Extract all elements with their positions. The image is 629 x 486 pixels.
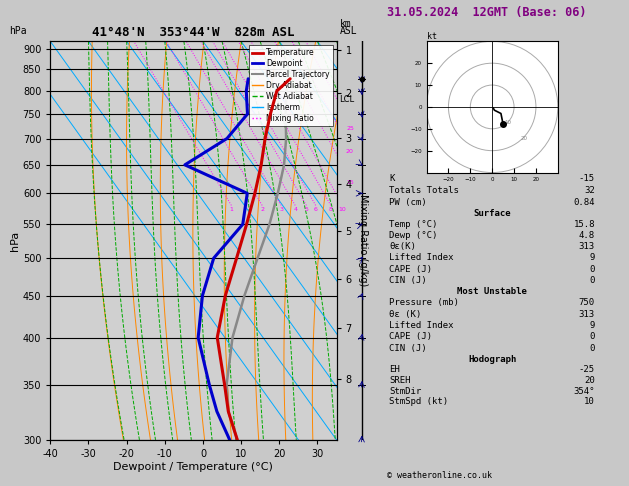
Text: hPa: hPa bbox=[9, 26, 27, 36]
Text: 25: 25 bbox=[346, 126, 354, 131]
Text: 1: 1 bbox=[230, 208, 233, 212]
Text: θε (K): θε (K) bbox=[389, 310, 421, 319]
Text: 15: 15 bbox=[346, 180, 354, 185]
Text: θε(K): θε(K) bbox=[389, 243, 416, 251]
Text: Temp (°C): Temp (°C) bbox=[389, 220, 438, 229]
Text: Dewp (°C): Dewp (°C) bbox=[389, 231, 438, 240]
Text: StmDir: StmDir bbox=[389, 387, 421, 396]
Text: 6: 6 bbox=[314, 208, 318, 212]
Text: 5: 5 bbox=[304, 208, 308, 212]
Y-axis label: Mixing Ratio (g/kg): Mixing Ratio (g/kg) bbox=[359, 194, 369, 287]
Title: 41°48'N  353°44'W  828m ASL: 41°48'N 353°44'W 828m ASL bbox=[92, 26, 294, 39]
Text: Pressure (mb): Pressure (mb) bbox=[389, 298, 459, 307]
Text: 0.84: 0.84 bbox=[574, 198, 595, 207]
Text: 0: 0 bbox=[589, 264, 595, 274]
Text: CIN (J): CIN (J) bbox=[389, 344, 427, 353]
Text: 20: 20 bbox=[584, 376, 595, 385]
Text: Lifted Index: Lifted Index bbox=[389, 254, 454, 262]
Text: kt: kt bbox=[426, 32, 437, 41]
Text: CIN (J): CIN (J) bbox=[389, 276, 427, 285]
Text: CAPE (J): CAPE (J) bbox=[389, 332, 433, 341]
Text: -25: -25 bbox=[579, 365, 595, 374]
Text: 750: 750 bbox=[579, 298, 595, 307]
Text: 8: 8 bbox=[329, 208, 333, 212]
Text: 15.8: 15.8 bbox=[574, 220, 595, 229]
Text: 20: 20 bbox=[345, 149, 353, 154]
Text: Most Unstable: Most Unstable bbox=[457, 287, 527, 296]
Text: 31.05.2024  12GMT (Base: 06): 31.05.2024 12GMT (Base: 06) bbox=[387, 6, 586, 19]
Text: 9: 9 bbox=[589, 321, 595, 330]
Text: 0: 0 bbox=[589, 276, 595, 285]
Text: 20: 20 bbox=[520, 136, 527, 141]
Text: SREH: SREH bbox=[389, 376, 411, 385]
Text: 313: 313 bbox=[579, 310, 595, 319]
Text: 0: 0 bbox=[589, 344, 595, 353]
Text: 4.8: 4.8 bbox=[579, 231, 595, 240]
Text: km: km bbox=[340, 19, 352, 29]
Text: 10: 10 bbox=[339, 208, 347, 212]
X-axis label: Dewpoint / Temperature (°C): Dewpoint / Temperature (°C) bbox=[113, 462, 274, 471]
Text: 313: 313 bbox=[579, 243, 595, 251]
Text: 2: 2 bbox=[260, 208, 264, 212]
Text: 9: 9 bbox=[589, 254, 595, 262]
Y-axis label: hPa: hPa bbox=[10, 230, 20, 251]
Text: Totals Totals: Totals Totals bbox=[389, 186, 459, 195]
Text: 354°: 354° bbox=[574, 387, 595, 396]
Text: ASL: ASL bbox=[340, 26, 357, 36]
Text: 10: 10 bbox=[584, 398, 595, 406]
Text: 32: 32 bbox=[584, 186, 595, 195]
Text: K: K bbox=[389, 174, 395, 183]
Text: 10: 10 bbox=[504, 120, 511, 125]
Text: LCL: LCL bbox=[340, 95, 355, 104]
Text: Hodograph: Hodograph bbox=[468, 355, 516, 364]
Text: PW (cm): PW (cm) bbox=[389, 198, 427, 207]
Text: -15: -15 bbox=[579, 174, 595, 183]
Text: Lifted Index: Lifted Index bbox=[389, 321, 454, 330]
Text: 0: 0 bbox=[589, 332, 595, 341]
Legend: Temperature, Dewpoint, Parcel Trajectory, Dry Adiabat, Wet Adiabat, Isotherm, Mi: Temperature, Dewpoint, Parcel Trajectory… bbox=[248, 45, 333, 126]
Text: CAPE (J): CAPE (J) bbox=[389, 264, 433, 274]
Text: Surface: Surface bbox=[474, 209, 511, 218]
Text: © weatheronline.co.uk: © weatheronline.co.uk bbox=[387, 471, 492, 480]
Text: 3: 3 bbox=[279, 208, 283, 212]
Text: StmSpd (kt): StmSpd (kt) bbox=[389, 398, 448, 406]
Text: EH: EH bbox=[389, 365, 400, 374]
Text: 4: 4 bbox=[293, 208, 297, 212]
